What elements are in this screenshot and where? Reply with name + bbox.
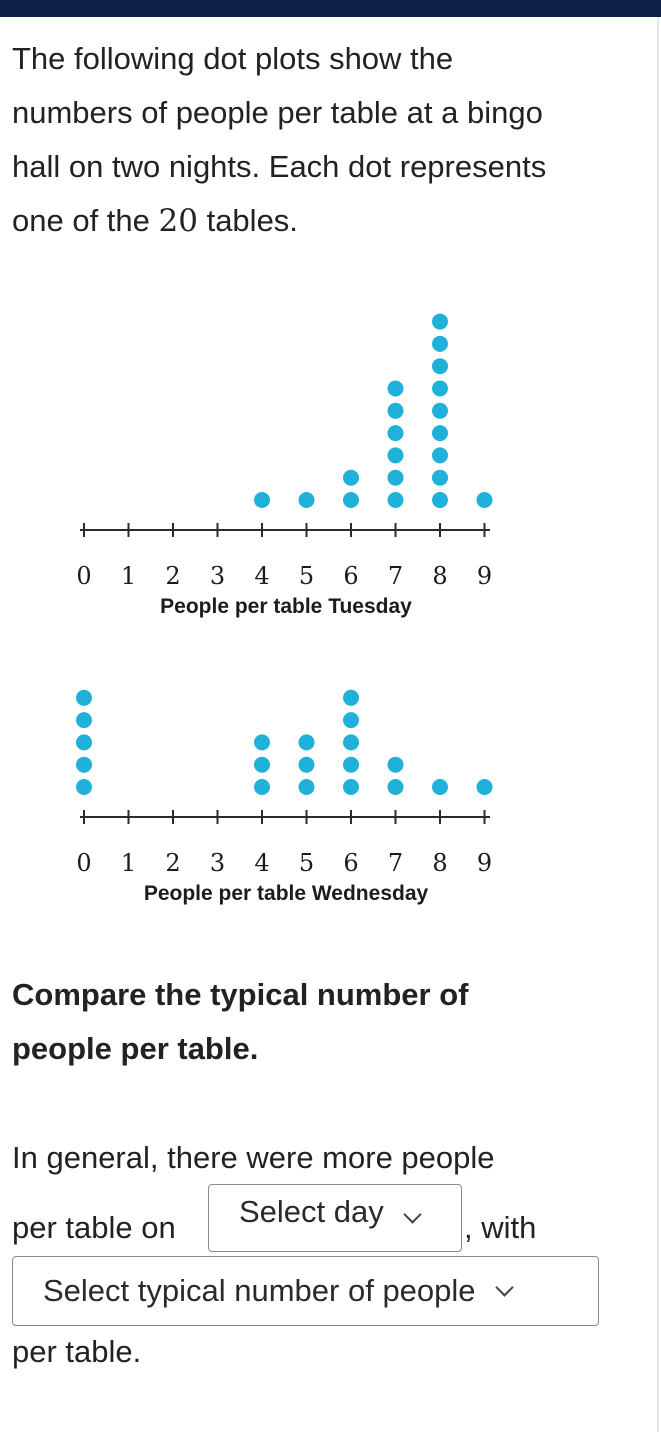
dot-plot-tuesday-tick-label: 8 — [432, 562, 447, 590]
dot-plot-tuesday-dots — [254, 313, 493, 508]
top-bar — [0, 0, 661, 17]
dot-plot-wednesday-dot — [298, 734, 315, 751]
dot-plot-tuesday-dot — [432, 358, 448, 375]
dot-plot-tuesday-dot — [432, 335, 448, 352]
dot-plot-tuesday-title: People per table Tuesday — [160, 595, 412, 618]
answer-before-day: per table on — [12, 1210, 176, 1245]
dot-plot-wednesday-tick-label: 3 — [210, 849, 225, 877]
dot-plot-wednesday-dot — [76, 756, 92, 773]
dot-plot-wednesday-ticks — [83, 810, 486, 824]
dot-plot-wednesday-dot — [76, 712, 92, 729]
dot-plot-wednesday-dot — [432, 779, 448, 795]
dot-plot-tuesday-dot — [387, 469, 404, 486]
dot-plot-tuesday-dot — [432, 492, 448, 508]
dot-plot-tuesday-dot — [387, 492, 404, 508]
dot-plot-tuesday-tick-label: 6 — [343, 562, 358, 590]
dot-plot-wednesday-tick-label: 1 — [121, 849, 136, 877]
dot-plot-wednesday-dot — [254, 756, 270, 773]
dot-plot-tuesday: 0 1 2 3 4 5 6 7 8 9 People per table Tuesday — [76, 313, 493, 618]
dot-plot-wednesday-tick-label: 5 — [299, 849, 314, 877]
dot-plot-tuesday-dot — [343, 469, 359, 486]
dot-plot-wednesday-tick-label: 8 — [432, 849, 447, 877]
answer-line-1: In general, there were more people — [12, 1140, 495, 1175]
dot-plot-wednesday-title: People per table Wednesday — [144, 882, 429, 905]
dot-plot-tuesday-tick-label: 5 — [299, 562, 314, 590]
dot-plot-wednesday-dot — [343, 689, 359, 706]
question-text: Compare the typical number of people per… — [12, 977, 469, 1066]
dot-plot-tuesday-dot — [476, 492, 493, 508]
scroll-edge — [657, 17, 659, 1432]
dot-plot-tuesday-dot — [387, 402, 404, 419]
dot-plot-tuesday-dot — [432, 447, 448, 464]
dot-plot-wednesday-tick-label: 2 — [165, 849, 180, 877]
dot-plot-tuesday-dot — [343, 492, 359, 508]
day-select[interactable]: Select day — [208, 1184, 462, 1252]
dot-plot-tuesday-dot — [432, 425, 448, 442]
dot-plot-wednesday-dot — [298, 756, 315, 773]
dot-plot-tuesday-dot — [298, 492, 315, 508]
day-select-value: Select day — [239, 1194, 384, 1229]
dot-plot-wednesday-dots — [76, 689, 493, 795]
dot-plot-wednesday-tick-label: 9 — [477, 849, 492, 877]
dot-plot-wednesday-dot — [343, 779, 359, 795]
answer-end: per table. — [12, 1334, 142, 1369]
dot-plot-wednesday-dot — [254, 734, 270, 751]
dot-plot-tuesday-dot — [432, 313, 448, 330]
dot-plot-tuesday-dot — [387, 425, 404, 442]
dot-plot-tuesday-tick-label: 2 — [165, 562, 180, 590]
dot-plot-wednesday-dot — [298, 779, 315, 795]
answer-after-day: , with — [464, 1210, 537, 1245]
dot-plot-wednesday-tick-label: 0 — [76, 849, 91, 877]
dot-plot-wednesday-dot — [76, 689, 92, 706]
dot-plot-tuesday-tick-labels: 0 1 2 3 4 5 6 7 8 9 — [76, 562, 492, 590]
dot-plot-tuesday-ticks — [83, 523, 486, 537]
dot-plot-wednesday-tick-labels: 0 1 2 3 4 5 6 7 8 9 — [76, 849, 492, 877]
typical-number-select-value: Select typical number of people — [43, 1273, 476, 1308]
dot-plot-wednesday-dot — [476, 779, 493, 795]
chevron-down-icon — [494, 1277, 514, 1297]
dot-plot-wednesday-dot — [76, 734, 92, 751]
dot-plot-wednesday-dot — [343, 756, 359, 773]
dot-plot-tuesday-dot — [387, 447, 404, 464]
dot-plot-wednesday-dot — [343, 712, 359, 729]
dot-plot-tuesday-tick-label: 9 — [477, 562, 492, 590]
dot-plot-tuesday-dot — [432, 469, 448, 486]
dot-plot-wednesday-dot — [387, 779, 404, 795]
typical-number-select[interactable]: Select typical number of people — [12, 1256, 599, 1326]
dot-plot-tuesday-tick-label: 0 — [76, 562, 91, 590]
dot-plot-wednesday-dot — [76, 779, 92, 795]
dot-plot-wednesday-tick-label: 4 — [254, 849, 269, 877]
dot-plot-wednesday-dot — [387, 756, 404, 773]
dot-plot-tuesday-tick-label: 3 — [210, 562, 225, 590]
dot-plot-wednesday-dot — [254, 779, 270, 795]
dot-plot-wednesday: 0 1 2 3 4 5 6 7 8 9 People per table Wednesday — [76, 689, 493, 905]
table-count: 20 — [158, 203, 198, 239]
dot-plot-wednesday-tick-label: 7 — [388, 849, 403, 877]
dot-plot-wednesday-dot — [343, 734, 359, 751]
dot-plot-tuesday-dot — [432, 402, 448, 419]
chevron-down-icon — [403, 1204, 422, 1224]
dot-plot-tuesday-tick-label: 4 — [254, 562, 269, 590]
dot-plot-tuesday-tick-label: 1 — [121, 562, 136, 590]
dot-plot-tuesday-tick-label: 7 — [388, 562, 403, 590]
problem-intro: The following dot plots show the numbers… — [12, 41, 547, 239]
dot-plot-tuesday-dot — [254, 492, 270, 508]
dot-plot-wednesday-tick-label: 6 — [343, 849, 358, 877]
dot-plot-tuesday-dot — [432, 380, 448, 397]
dot-plot-tuesday-dot — [387, 380, 404, 397]
